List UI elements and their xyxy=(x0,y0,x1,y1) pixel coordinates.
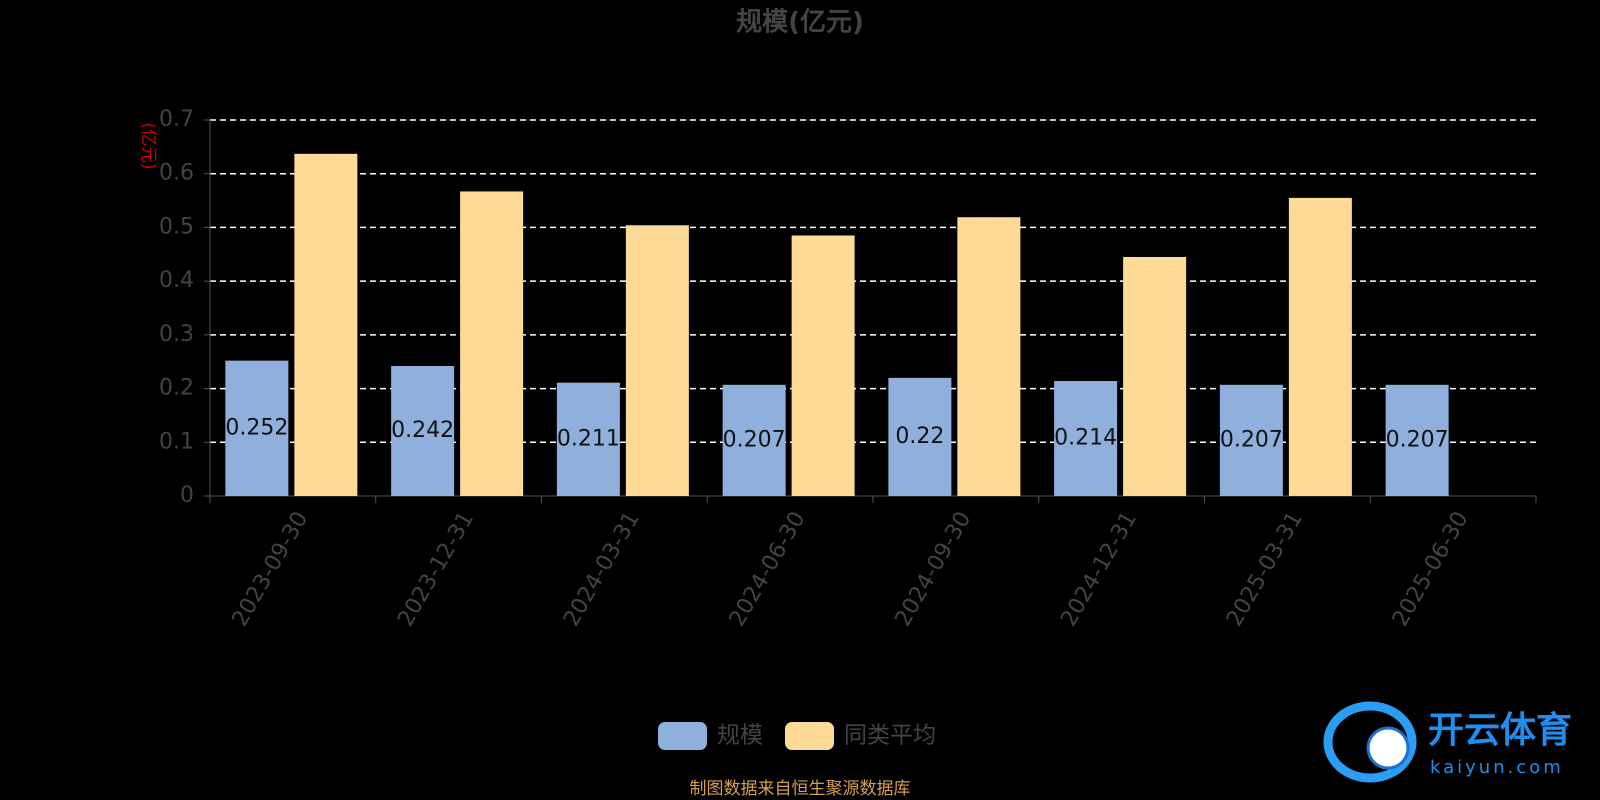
bar xyxy=(625,225,689,496)
legend-label: 规模 xyxy=(717,723,763,749)
bar xyxy=(225,360,289,496)
bar xyxy=(1385,384,1449,496)
y-tick-label: 0.1 xyxy=(159,429,194,454)
data-label: 0.211 xyxy=(557,426,620,451)
bar xyxy=(1288,197,1352,496)
bar xyxy=(391,366,455,496)
bar xyxy=(294,153,358,496)
watermark-site: kaiyun.com xyxy=(1430,757,1564,778)
chart-title: 规模(亿元) xyxy=(736,8,864,38)
y-tick-label: 0 xyxy=(180,483,194,508)
bar xyxy=(791,235,855,496)
y-unit: (亿元) xyxy=(138,122,158,169)
bar xyxy=(888,377,952,496)
data-label: 0.207 xyxy=(723,427,786,452)
bar xyxy=(722,384,786,496)
y-tick-label: 0.4 xyxy=(159,268,194,293)
data-label: 0.207 xyxy=(1220,427,1283,452)
data-label: 0.242 xyxy=(391,418,454,443)
legend-swatch xyxy=(785,722,834,750)
data-label: 0.207 xyxy=(1386,427,1449,452)
y-tick-label: 0.6 xyxy=(159,161,194,186)
bar xyxy=(460,191,524,496)
data-label: 0.252 xyxy=(225,415,288,440)
watermark-name: 开云体育 xyxy=(1428,710,1572,751)
legend-swatch xyxy=(658,722,707,750)
bar xyxy=(1123,256,1187,496)
data-label: 0.214 xyxy=(1054,426,1117,451)
y-tick-label: 0.7 xyxy=(159,107,194,132)
logo-ball xyxy=(1366,726,1410,770)
bar xyxy=(957,217,1021,497)
legend-label: 同类平均 xyxy=(844,723,936,749)
y-tick-label: 0.3 xyxy=(159,322,194,347)
y-tick-label: 0.5 xyxy=(159,214,194,239)
watermark: 开云体育 kaiyun.com xyxy=(1323,701,1572,783)
footer: 制图数据来自恒生聚源数据库 xyxy=(690,779,911,799)
bar xyxy=(1219,384,1283,496)
data-label: 0.22 xyxy=(895,424,944,449)
bar xyxy=(1054,381,1118,496)
logo-ring xyxy=(1323,701,1417,783)
bar xyxy=(556,382,620,496)
y-tick-label: 0.2 xyxy=(159,376,194,401)
